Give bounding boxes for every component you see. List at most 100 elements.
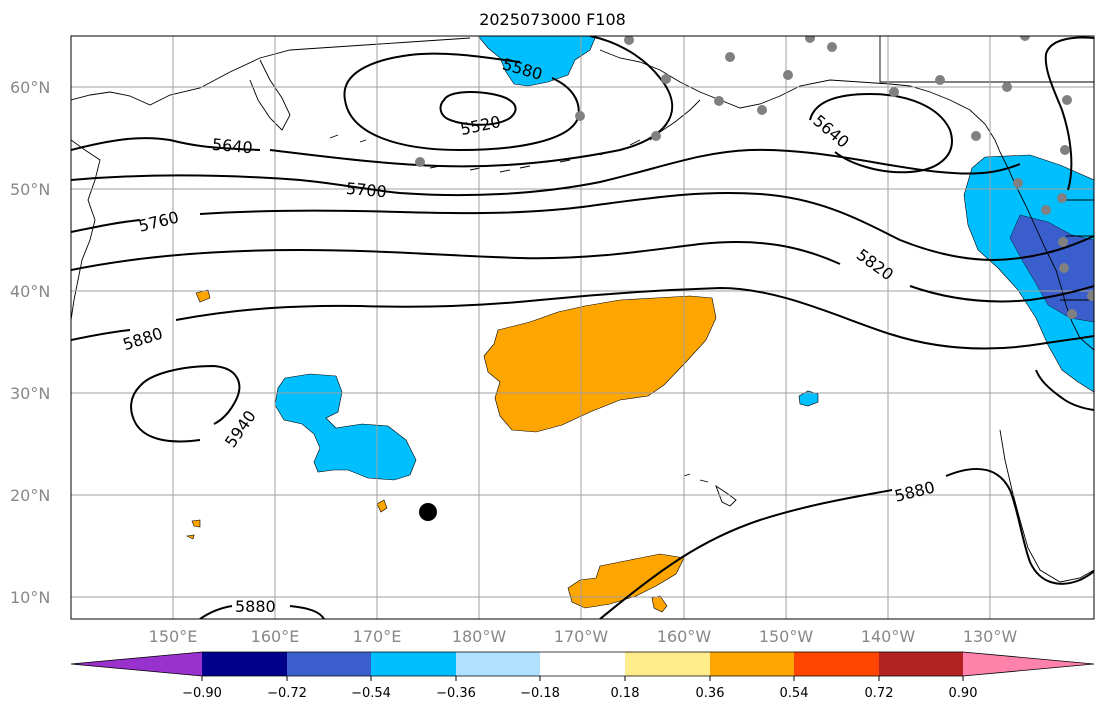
station-markers: [415, 36, 1094, 319]
colorbar-ticks: [201, 676, 964, 681]
station-marker: [1020, 36, 1030, 41]
colorbar-tick-label: −0.72: [267, 686, 307, 701]
contour-5700: [71, 148, 1021, 197]
lat-axis: 60°N 50°N 40°N 30°N 20°N 10°N: [10, 78, 50, 607]
station-marker: [783, 70, 793, 80]
anomaly-region-pacific-nw: [963, 154, 1094, 393]
lat-tick-label: 30°N: [10, 384, 50, 403]
lon-tick-label: 150°E: [149, 627, 198, 646]
contour-5580-west: [343, 52, 521, 101]
contour-label: 5700: [345, 179, 387, 201]
contour-5880-north: [71, 286, 1094, 350]
colorbar-tick-label: 0.90: [949, 686, 978, 701]
contour-5520: [439, 91, 517, 126]
colorbar-tick-label: −0.90: [182, 686, 222, 701]
contour-label: 5880: [235, 597, 276, 616]
station-marker: [1062, 95, 1072, 105]
station-marker: [827, 42, 837, 52]
contour-label: 5640: [211, 135, 253, 157]
anomaly-region-central-north: [274, 373, 417, 481]
station-marker: [1013, 178, 1023, 188]
colorbar-segment: [625, 652, 710, 676]
station-marker: [1059, 263, 1069, 273]
lon-tick-label: 150°W: [759, 627, 814, 646]
station-marker: [805, 36, 815, 43]
station-marker: [1087, 291, 1094, 301]
lon-tick-label: 160°W: [657, 627, 712, 646]
anomaly-region-bering: [477, 36, 597, 87]
lon-tick-label: 180°W: [452, 627, 507, 646]
anomaly-region-west-2: [191, 519, 201, 528]
colorbar-segment: [71, 652, 202, 676]
lat-tick-label: 60°N: [10, 78, 50, 97]
contour-5820-east: [1044, 36, 1094, 191]
station-marker: [661, 74, 671, 84]
station-marker: [624, 36, 634, 45]
station-marker: [1057, 193, 1067, 203]
lat-tick-label: 20°N: [10, 486, 50, 505]
colorbar-segment: [879, 652, 963, 676]
anomaly-region-south-small: [651, 595, 668, 613]
station-marker: [725, 52, 735, 62]
station-marker: [1067, 309, 1077, 319]
station-marker: [1058, 237, 1068, 247]
coastline-baja-mexico: [999, 429, 1094, 583]
station-marker: [971, 131, 981, 141]
contour-5880-coast: [1035, 369, 1094, 411]
anomaly-region-west-4: [186, 534, 195, 540]
gridlines: [71, 36, 1094, 619]
contour-5940: [130, 364, 241, 443]
coastline-asia: [71, 37, 471, 106]
colorbar-segment: [456, 652, 540, 676]
height-contours: [71, 36, 1094, 619]
lon-tick-label: 170°E: [353, 627, 402, 646]
lat-tick-label: 40°N: [10, 282, 50, 301]
colorbar-segment: [540, 652, 625, 676]
colorbar-segment: [202, 652, 287, 676]
anomaly-region-dot: [798, 390, 819, 407]
station-marker: [415, 157, 425, 167]
colorbar-segment: [963, 652, 1094, 676]
hawaii-islands: [683, 473, 737, 507]
contour-5880-east: [599, 467, 1094, 619]
lon-tick-label: 140°W: [861, 627, 916, 646]
lat-tick-label: 10°N: [10, 588, 50, 607]
colorbar-segment: [287, 652, 371, 676]
station-marker: [757, 105, 767, 115]
storm-center-marker: [419, 503, 437, 521]
state-borders: [879, 36, 1094, 301]
colorbar-tick-label: −0.54: [351, 686, 391, 701]
station-marker: [1060, 145, 1070, 155]
station-marker: [935, 75, 945, 85]
lon-tick-label: 160°E: [251, 627, 300, 646]
contour-5760: [71, 191, 1094, 261]
map-title: 2025073000 F108: [479, 10, 626, 29]
colorbar-segment: [794, 652, 879, 676]
colorbar-tick-label: 0.54: [780, 686, 809, 701]
anomaly-region-central: [483, 295, 717, 433]
contour-5880-south: [199, 605, 325, 619]
colorbar-tick-label: 0.36: [696, 686, 725, 701]
colorbar-tick-label: −0.36: [436, 686, 476, 701]
coastline-sakhalin-japan: [71, 139, 101, 321]
contour-5580-east: [344, 77, 580, 152]
station-marker: [1002, 82, 1012, 92]
station-marker: [651, 131, 661, 141]
lon-tick-label: 130°W: [963, 627, 1018, 646]
coastline-alaska: [599, 49, 1001, 153]
contour-5640-pacific: [809, 92, 953, 174]
anomaly-region-west-3: [376, 499, 388, 513]
colorbar: −0.90 −0.72 −0.54 −0.36 −0.18 0.18 0.36 …: [70, 651, 1095, 701]
anomaly-fills: [186, 36, 1094, 613]
contour-5820: [71, 241, 1094, 303]
coastline-kamchatka: [249, 59, 291, 131]
lat-tick-label: 50°N: [10, 180, 50, 199]
station-marker: [1041, 205, 1051, 215]
colorbar-tick-label: −0.18: [520, 686, 560, 701]
station-marker: [889, 87, 899, 97]
plot-frame: [70, 35, 1095, 620]
lon-tick-label: 170°W: [554, 627, 609, 646]
station-marker: [575, 111, 585, 121]
contour-5640-middle: [269, 36, 674, 168]
